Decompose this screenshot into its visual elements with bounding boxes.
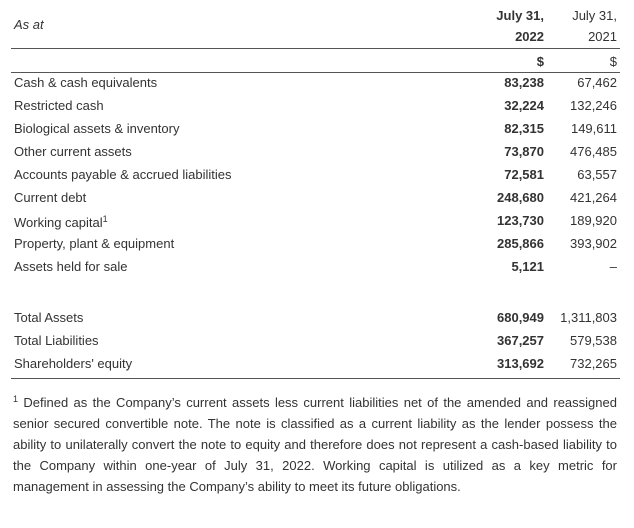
row-label: Assets held for sale (14, 259, 128, 274)
value-2021: 476,485 (570, 144, 617, 159)
row-label: Property, plant & equipment (14, 236, 175, 251)
footnote-marker: 1 (102, 214, 108, 224)
value-2022: 83,238 (504, 75, 544, 90)
value-2021: 579,538 (570, 333, 617, 348)
value-2022: 72,581 (504, 167, 544, 182)
value-2021: 149,611 (570, 121, 617, 136)
value-2021: 132,246 (570, 98, 617, 113)
value-2022: 82,315 (504, 121, 544, 136)
value-2022: 367,257 (497, 333, 544, 348)
value-2022: 73,870 (504, 144, 544, 159)
rule (11, 378, 620, 379)
col-header: July 31, (496, 8, 544, 23)
value-2021: – (609, 259, 617, 274)
value-2021: 1,311,803 (560, 310, 617, 325)
rule (11, 48, 620, 49)
row-label: Total Liabilities (14, 333, 99, 348)
col-header: 2021 (588, 29, 617, 44)
as-at-label: As at (14, 17, 44, 32)
row-label: Other current assets (14, 144, 132, 159)
footnote: 1 Defined as the Company’s current asset… (13, 392, 617, 497)
value-2021: 189,920 (570, 213, 617, 228)
value-2021: 63,557 (577, 167, 617, 182)
unit: $ (536, 54, 544, 69)
value-2021: 421,264 (570, 190, 617, 205)
unit: $ (609, 54, 617, 69)
col-header: 2022 (515, 29, 544, 44)
value-2021: 67,462 (577, 75, 617, 90)
rule (11, 72, 620, 73)
value-2022: 32,224 (504, 98, 544, 113)
footnote-text: Defined as the Company’s current assets … (13, 395, 617, 494)
col-header: July 31, (572, 8, 617, 23)
footnote-marker: 1 (13, 394, 19, 404)
row-label: Biological assets & inventory (14, 121, 180, 136)
row-label: Working capital1 (14, 214, 108, 231)
row-label: Shareholders' equity (14, 356, 133, 371)
value-2022: 123,730 (497, 213, 544, 228)
value-2022: 5,121 (511, 259, 544, 274)
row-label: Cash & cash equivalents (14, 75, 158, 90)
row-label: Accounts payable & accrued liabilities (14, 167, 232, 182)
row-label: Current debt (14, 190, 87, 205)
row-label: Restricted cash (14, 98, 104, 113)
value-2022: 313,692 (497, 356, 544, 371)
value-2022: 285,866 (497, 236, 544, 251)
value-2021: 732,265 (570, 356, 617, 371)
value-2021: 393,902 (570, 236, 617, 251)
row-label: Total Assets (14, 310, 84, 325)
value-2022: 680,949 (497, 310, 544, 325)
value-2022: 248,680 (497, 190, 544, 205)
